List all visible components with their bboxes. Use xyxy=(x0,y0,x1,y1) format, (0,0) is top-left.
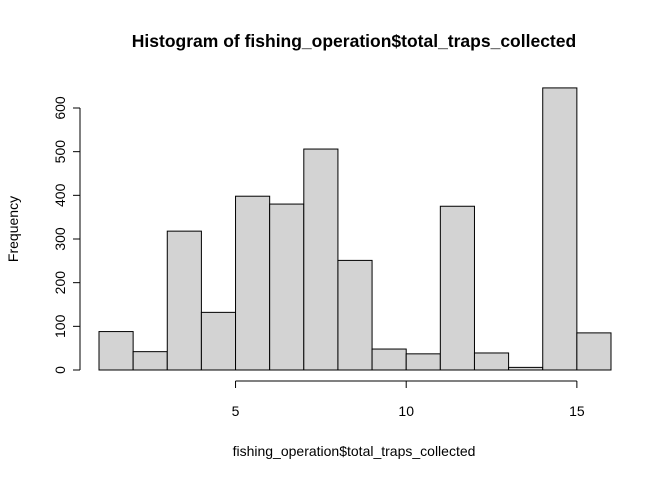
x-axis: 5 10 15 xyxy=(232,380,585,419)
histogram-bar xyxy=(371,348,407,371)
histogram-bar xyxy=(542,87,578,371)
histogram-bar xyxy=(405,353,441,371)
histogram-bar xyxy=(576,332,612,371)
x-tick-label: 10 xyxy=(398,403,414,419)
histogram-bar xyxy=(337,259,373,371)
y-axis-label: Frequency xyxy=(5,196,21,262)
histogram-bar xyxy=(166,230,202,371)
histogram-bar xyxy=(473,352,510,371)
histogram-bar xyxy=(98,331,134,371)
histogram-bar xyxy=(508,366,544,371)
histogram-bar xyxy=(439,205,475,371)
y-tick-label: 0 xyxy=(52,366,68,374)
y-tick-label: 500 xyxy=(52,140,68,164)
x-tick-label: 15 xyxy=(569,403,585,419)
histogram-bar xyxy=(200,311,237,371)
chart-title: Histogram of fishing_operation$total_tra… xyxy=(132,31,576,51)
y-tick-label: 100 xyxy=(52,314,68,338)
y-tick-label: 400 xyxy=(52,183,68,207)
histogram-bar xyxy=(235,195,271,371)
x-tick-label: 5 xyxy=(232,403,240,419)
x-axis-label: fishing_operation$total_traps_collected xyxy=(233,443,476,459)
bars-group xyxy=(98,87,612,371)
y-tick-label: 200 xyxy=(52,271,68,295)
histogram-bar xyxy=(303,148,339,371)
y-tick-label: 300 xyxy=(52,227,68,251)
histogram-bar xyxy=(132,351,168,371)
histogram-bar xyxy=(269,203,305,371)
y-axis: 0 100 200 300 400 500 600 xyxy=(52,96,81,374)
y-tick-label: 600 xyxy=(52,96,68,120)
